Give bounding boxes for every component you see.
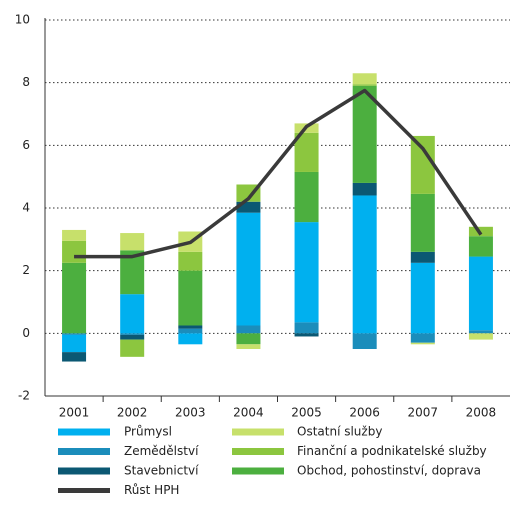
- bar-segment: [410, 342, 435, 345]
- legend-label: Stavebnictví: [124, 464, 199, 478]
- legend-swatch: [58, 428, 110, 436]
- bar-segment: [178, 333, 203, 345]
- bar-segment: [120, 333, 145, 335]
- bar-segment: [236, 212, 261, 326]
- bar-segment: [410, 262, 435, 334]
- bar-segment: [352, 195, 377, 334]
- legend-swatch: [232, 467, 284, 475]
- bar-segment: [120, 334, 145, 340]
- legend-swatch: [58, 467, 110, 475]
- bar-segment: [236, 201, 261, 213]
- bar-segment: [62, 352, 87, 362]
- bar-segment: [120, 339, 145, 357]
- y-tick-label: 0: [22, 326, 30, 340]
- x-tick-label: 2007: [408, 406, 439, 420]
- bar-segment: [62, 334, 87, 353]
- bar-segment: [410, 251, 435, 263]
- bar-segment: [294, 333, 319, 337]
- bar-segment: [236, 325, 261, 334]
- bar-segment: [294, 322, 319, 334]
- bar-segment: [120, 294, 145, 334]
- bar-segment: [178, 251, 203, 271]
- bar-segment: [120, 233, 145, 251]
- x-tick-label: 2004: [233, 406, 264, 420]
- bar-segment: [468, 256, 493, 331]
- x-tick-label: 2008: [466, 406, 497, 420]
- bar-segment: [352, 85, 377, 183]
- legend-swatch: [232, 428, 284, 436]
- legend-swatch: [58, 448, 110, 455]
- bar-segment: [410, 193, 435, 252]
- bar-segment: [178, 270, 203, 326]
- bar-segment: [294, 132, 319, 172]
- bar-segment: [62, 262, 87, 334]
- bar-segment: [294, 222, 319, 323]
- bar-segment: [236, 333, 261, 345]
- bar-segment: [62, 240, 87, 263]
- legend-label: Zemědělství: [124, 444, 199, 458]
- bar-segment: [468, 333, 493, 340]
- bar-segment: [178, 325, 203, 329]
- bar-segment: [410, 333, 435, 343]
- x-tick-label: 2002: [117, 406, 148, 420]
- legend-label: Průmysl: [124, 425, 172, 439]
- x-tick-label: 2003: [175, 406, 206, 420]
- bar-segment: [62, 229, 87, 241]
- bar-segment: [352, 73, 377, 85]
- bar-segment: [468, 236, 493, 257]
- legend-label: Obchod, pohostinství, doprava: [297, 464, 481, 478]
- bar-segment: [236, 344, 261, 349]
- line-series: [74, 88, 483, 259]
- y-tick-label: 8: [22, 75, 30, 89]
- bar-segment: [468, 226, 493, 237]
- y-tick-label: 10: [15, 13, 30, 27]
- y-tick-label: 4: [22, 201, 30, 215]
- bar-segment: [410, 135, 435, 194]
- x-tick-label: 2001: [59, 406, 90, 420]
- bar-segment: [352, 84, 377, 86]
- bar-segment: [294, 171, 319, 223]
- legend-label: Růst HPH: [124, 483, 179, 497]
- bar-segment: [62, 333, 87, 335]
- legend-swatch: [232, 448, 284, 455]
- bar-segment: [178, 328, 203, 334]
- legend-label: Ostatní služby: [297, 425, 382, 439]
- y-tick-label: -2: [18, 389, 30, 403]
- legend-swatch: [58, 488, 110, 493]
- legend-label: Finanční a podnikatelské služby: [297, 444, 487, 458]
- bar-segment: [468, 330, 493, 334]
- y-tick-label: 6: [22, 138, 30, 152]
- x-tick-label: 2005: [291, 406, 322, 420]
- bar-segment: [352, 182, 377, 196]
- bar-segment: [352, 333, 377, 349]
- x-tick-label: 2006: [349, 406, 380, 420]
- y-tick-label: 2: [22, 263, 30, 277]
